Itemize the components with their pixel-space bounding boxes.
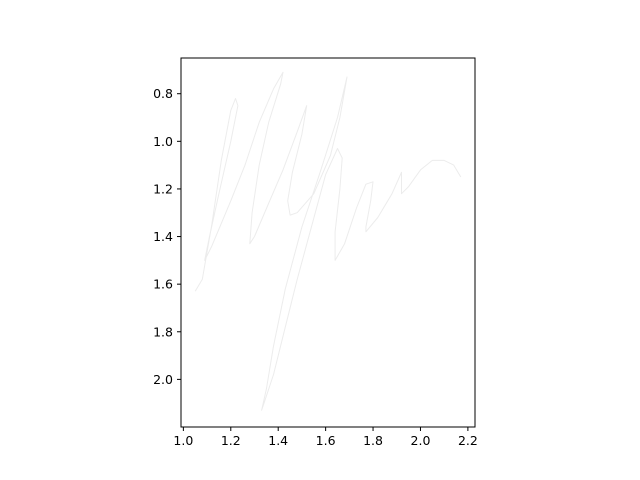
x-tick-label: 1.8: [363, 433, 383, 448]
y-tick-label: 1.0: [153, 134, 173, 149]
y-tick-label: 1.2: [153, 181, 173, 196]
x-tick-label: 1.0: [173, 433, 193, 448]
plot-background: [181, 58, 475, 427]
y-axis: 0.8 1.0 1.2 1.4 1.6 1.8 2.0: [153, 86, 181, 387]
y-tick-label: 1.4: [153, 229, 173, 244]
series-line-0: [194, 71, 462, 411]
y-tick-label: 2.0: [153, 372, 173, 387]
x-tick-label: 1.6: [316, 433, 336, 448]
y-tick-label: 0.8: [153, 86, 173, 101]
plot-frame: [180, 57, 476, 428]
x-axis: 1.0 1.2 1.4 1.6 1.8 2.0 2.2: [173, 427, 478, 448]
x-tick-label: 1.4: [268, 433, 288, 448]
y-tick-label: 1.6: [153, 277, 173, 292]
series-layer: [194, 71, 462, 411]
y-tick-label: 1.8: [153, 324, 173, 339]
x-tick-label: 2.2: [458, 433, 478, 448]
x-tick-label: 2.0: [411, 433, 431, 448]
x-tick-label: 1.2: [221, 433, 241, 448]
